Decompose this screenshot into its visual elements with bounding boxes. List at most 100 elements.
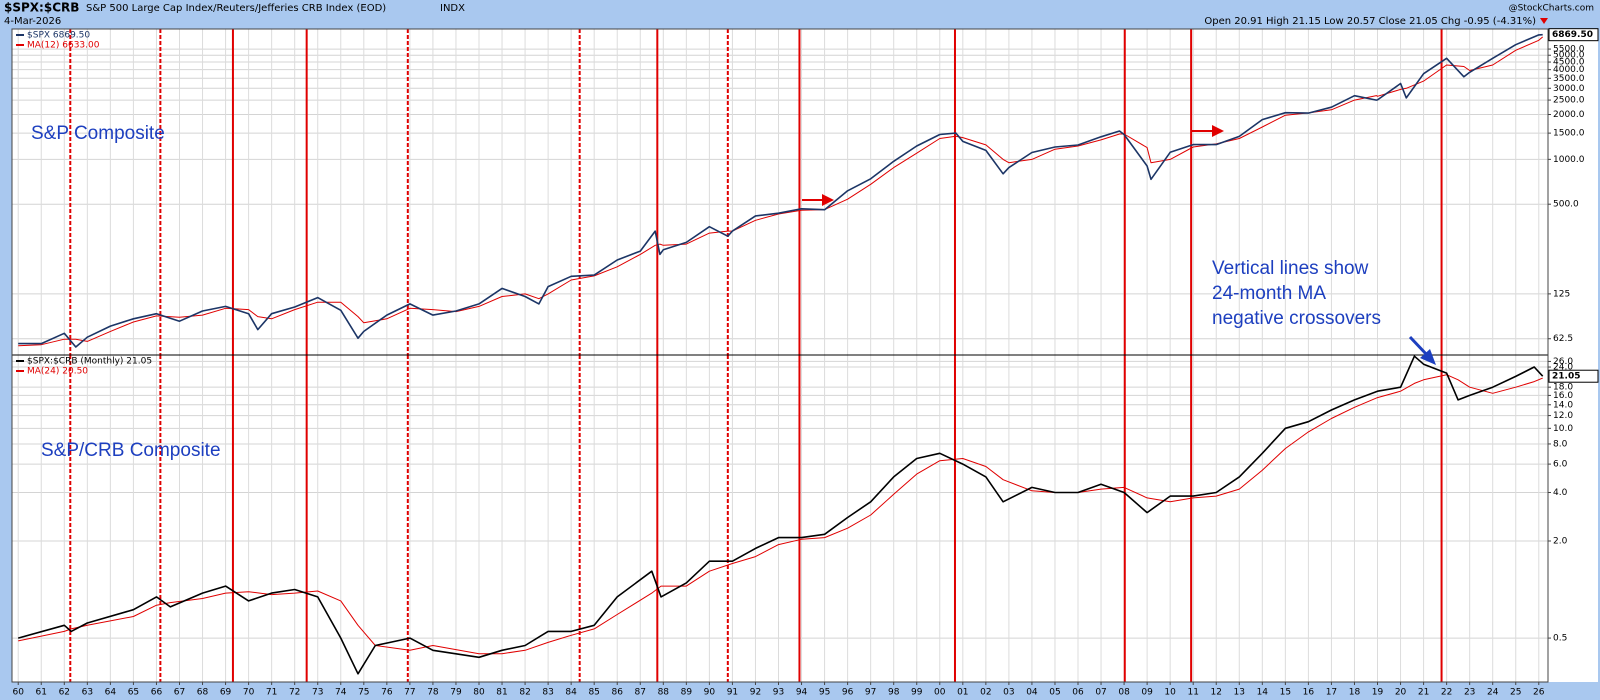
crossover-lines [69,29,1443,682]
quote: Open 20.91 High 21.15 Low 20.57 Close 21… [1204,16,1536,27]
legend-label: $SPX 6869.50 [27,31,90,41]
x-tick-label: 60 [12,688,24,698]
x-tick-label: 23 [1464,688,1475,698]
y-tick-label: 24.0 [1553,363,1573,373]
x-tick-label: 75 [358,688,369,698]
x-tick-label: 16 [1303,688,1315,698]
watermark: @StockCharts.com [1509,4,1594,14]
y-tick-label: 12.0 [1553,411,1573,421]
y-tick-label: 62.5 [1553,334,1573,344]
x-tick-label: 10 [1164,688,1176,698]
y-tick-label: 8.0 [1553,439,1568,449]
x-tick-label: 02 [980,688,991,698]
symbol: $SPX:$CRB [4,1,79,15]
x-tick-label: 64 [105,688,117,698]
x-tick-label: 12 [1211,688,1222,698]
y-tick-label: 18.0 [1553,383,1573,393]
x-tick-label: 82 [519,688,530,698]
current-value-box [1548,28,1599,42]
y-tick-label: 4.0 [1553,488,1568,498]
x-tick-label: 98 [888,688,900,698]
x-tick-label: 63 [82,688,93,698]
red-arrow [802,194,834,206]
x-tick-label: 74 [335,688,347,698]
x-tick-label: 69 [220,688,232,698]
plot-border [11,28,1549,683]
x-tick-label: 24 [1487,688,1499,698]
date: 4-Mar-2026 [4,16,61,27]
x-tick-label: 80 [473,688,485,698]
x-tick-label: 86 [612,688,624,698]
y-tick-label: 16.0 [1553,391,1573,401]
y-tick-label: 5500.0 [1553,45,1585,55]
x-tick-label: 22 [1441,688,1452,698]
y-tick-label: 2.0 [1553,537,1568,547]
x-tick-label: 88 [658,688,670,698]
y-tick-label: 500.0 [1553,200,1579,210]
exchange: INDX [440,3,465,14]
description: S&P 500 Large Cap Index/Reuters/Jefferie… [86,3,386,14]
y-tick-label: 2000.0 [1553,110,1585,120]
x-tick-label: 67 [174,688,185,698]
x-tick-label: 94 [796,688,808,698]
x-tick-label: 61 [36,688,47,698]
x-tick-label: 89 [681,688,693,698]
x-tick-label: 97 [865,688,876,698]
grid-layer [12,29,1548,682]
x-tick-label: 77 [404,688,415,698]
x-tick-label: 92 [750,688,761,698]
x-tick-label: 08 [1118,688,1130,698]
y-tick-label: 1000.0 [1553,155,1585,165]
note-annotation: negative crossovers [1212,308,1381,329]
y-tick-label: 3000.0 [1553,84,1585,94]
x-tick-label: 05 [1049,688,1060,698]
x-tick-label: 84 [565,688,577,698]
blue-arrow [1408,335,1436,365]
x-tick-label: 26 [1533,688,1545,698]
x-tick-label: 81 [496,688,507,698]
red-arrow [1192,125,1224,137]
current-value-label: 6869.50 [1552,30,1593,40]
series-line [17,355,1544,675]
x-tick-label: 85 [588,688,599,698]
y-tick-label: 3500.0 [1553,74,1585,84]
x-tick-label: 04 [1026,688,1038,698]
data-layer [17,33,1544,675]
panel-annotation: S&P/CRB Composite [41,440,221,461]
legend-label: MA(12) 6633.00 [27,41,100,51]
x-tick-label: 90 [704,688,716,698]
x-tick-label: 62 [59,688,70,698]
y-tick-label: 0.5 [1553,634,1567,644]
note-annotation: Vertical lines show [1212,258,1369,279]
series-line [18,33,1543,348]
legend-label: MA(24) 20.50 [27,367,88,377]
y-tick-label: 2500.0 [1553,96,1585,106]
x-tick-label: 01 [957,688,968,698]
y-tick-label: 125 [1553,289,1570,299]
x-tick-label: 07 [1095,688,1106,698]
x-tick-label: 11 [1187,688,1198,698]
current-value-label: 21.05 [1552,372,1580,382]
x-tick-label: 93 [773,688,784,698]
x-tick-label: 09 [1141,688,1153,698]
x-tick-label: 25 [1510,688,1521,698]
x-tick-label: 73 [312,688,323,698]
down-indicator [1540,18,1548,24]
x-tick-label: 83 [542,688,553,698]
x-tick-label: 00 [934,688,946,698]
y-tick-label: 4000.0 [1553,65,1585,75]
x-tick-label: 79 [450,688,462,698]
x-tick-label: 13 [1234,688,1245,698]
x-tick-label: 96 [842,688,854,698]
x-tick-label: 95 [819,688,830,698]
x-tick-label: 15 [1280,688,1291,698]
y-tick-label: 5000.0 [1553,51,1585,61]
panel-annotation: S&P Composite [31,123,165,144]
series-line [18,374,1543,655]
x-tick-label: 99 [911,688,923,698]
y-tick-label: 10.0 [1553,424,1573,434]
x-tick-label: 70 [243,688,255,698]
y-tick-label: 14.0 [1553,400,1573,410]
current-value-box [1548,369,1599,383]
